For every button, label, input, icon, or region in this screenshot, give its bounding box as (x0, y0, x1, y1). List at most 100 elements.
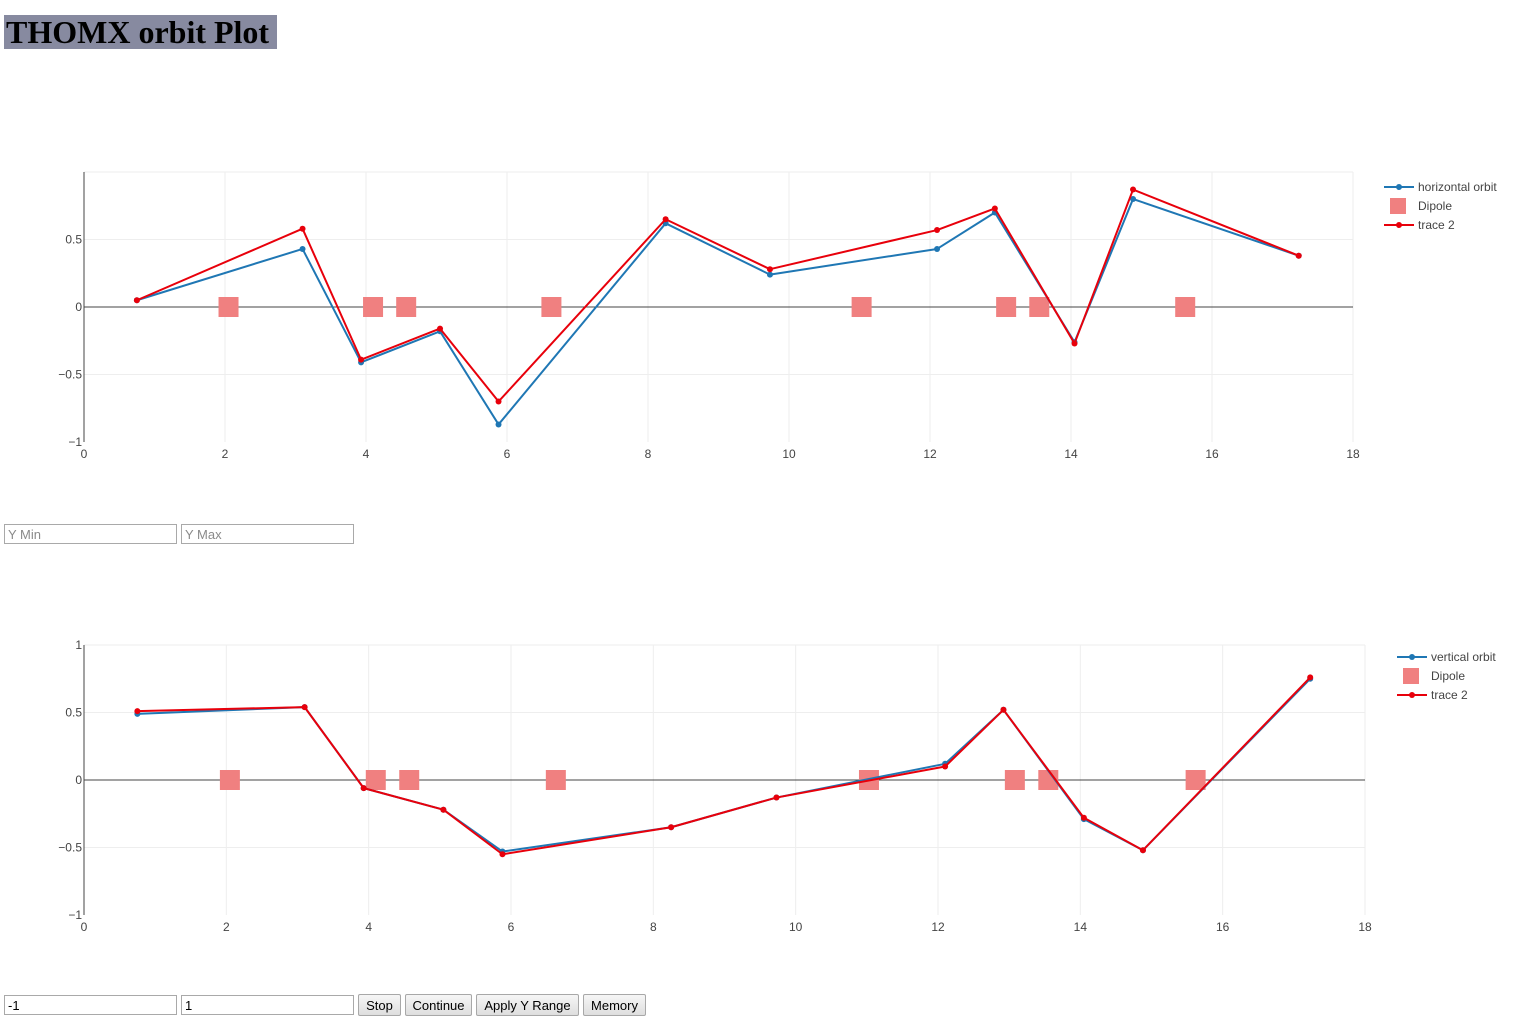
dipole-marker (1185, 770, 1206, 790)
x-tick-label: 10 (789, 920, 803, 934)
orbit-point (299, 245, 306, 252)
trace2-point (773, 794, 780, 801)
legend-item: Dipole (1403, 668, 1465, 684)
y-tick-label: −1 (68, 908, 82, 922)
x-tick-label: 6 (508, 920, 515, 934)
page-title: THOMX orbit Plot (4, 15, 278, 49)
x-tick-label: 0 (81, 447, 88, 461)
x-tick-label: 4 (363, 447, 370, 461)
orbit-line (137, 678, 1311, 853)
y-gridlines (84, 644, 1365, 848)
legend-marker (1396, 222, 1402, 228)
dipole-marker (1029, 297, 1050, 317)
apply-y-range-button[interactable]: Apply Y Range (476, 994, 579, 1016)
dipole-marker (851, 297, 872, 317)
x-tick-label: 8 (650, 920, 657, 934)
x-tick-label: 14 (1074, 920, 1088, 934)
dipole-markers (218, 297, 1196, 317)
dipole-marker (396, 297, 417, 317)
x-tick-label: 18 (1346, 447, 1360, 461)
orbit-point (495, 421, 502, 428)
x-tick-label: 12 (931, 920, 945, 934)
dipole-marker (399, 770, 420, 790)
orbit-points (133, 196, 1302, 428)
dipole-marker (1175, 297, 1196, 317)
legend-label: trace 2 (1431, 688, 1468, 702)
orbit-line (136, 198, 1300, 426)
legend-item: horizontal orbit (1384, 180, 1497, 194)
legend-item: Dipole (1390, 198, 1452, 214)
legend-dipole-swatch (1403, 668, 1419, 684)
y-max-input[interactable] (181, 524, 354, 544)
orbit-point (934, 245, 941, 252)
legend-dipole-swatch (1390, 198, 1406, 214)
y-range-max-field[interactable] (181, 995, 354, 1015)
y-tick-label: 0.5 (65, 706, 82, 720)
y-range-min-field[interactable] (4, 995, 177, 1015)
x-tick-label: 4 (365, 920, 372, 934)
orbit-point (1130, 196, 1137, 202)
trace2-point (934, 227, 941, 234)
trace2-line (137, 676, 1311, 856)
y-tick-label: 0 (75, 300, 82, 314)
y-tick-label: 0.5 (65, 233, 82, 247)
orbit-point (766, 271, 773, 278)
x-tick-label: 16 (1205, 447, 1219, 461)
dipole-marker (363, 297, 384, 317)
x-tick-label: 2 (223, 920, 230, 934)
horizontal-orbit-chart[interactable]: 0 2 4 6 8 10 12 14 16 18 0.5 0 −0.5 −1 horizontal orbi… (0, 160, 1523, 470)
y-tick-label: −1 (68, 435, 82, 449)
dipole-marker (1038, 770, 1059, 790)
dipole-marker (218, 297, 239, 317)
trace2-point (133, 297, 140, 304)
trace2-point (440, 806, 447, 813)
trace2-points (133, 186, 1302, 405)
trace2-point (668, 824, 675, 831)
dipole-marker (365, 770, 386, 790)
orbit-points (134, 675, 1314, 855)
vertical-orbit-chart[interactable]: 0 2 4 6 8 10 12 14 16 18 1 0.5 0 −0.5 −1 vertical orbit… (0, 630, 1523, 940)
x-tick-label: 2 (222, 447, 229, 461)
y-gridlines (84, 171, 1353, 375)
legend-item: trace 2 (1397, 688, 1468, 702)
legend-item: trace 2 (1384, 218, 1455, 232)
trace2-point (1139, 847, 1146, 854)
trace2-point (495, 398, 502, 405)
legend: vertical orbit Dipole trace 2 (1397, 650, 1496, 702)
legend-label: Dipole (1418, 199, 1452, 213)
x-tick-label: 6 (504, 447, 511, 461)
trace2-line (136, 188, 1300, 403)
y-min-input[interactable] (4, 524, 177, 544)
trace2-point (1071, 340, 1078, 347)
trace2-point (766, 266, 773, 273)
dipole-marker (545, 770, 566, 790)
x-tick-label: 18 (1358, 920, 1372, 934)
trace2-point (1307, 674, 1314, 681)
x-tick-label: 12 (923, 447, 937, 461)
y-tick-label: 0 (75, 773, 82, 787)
dipole-marker (219, 770, 240, 790)
continue-button[interactable]: Continue (405, 994, 472, 1016)
trace2-point (358, 356, 365, 363)
trace2-point (662, 216, 669, 223)
legend-label: Dipole (1431, 669, 1465, 683)
stop-button[interactable]: Stop (358, 994, 401, 1016)
trace2-point (942, 763, 949, 770)
memory-button[interactable]: Memory (583, 994, 646, 1016)
dipole-markers (219, 770, 1206, 790)
legend-label: vertical orbit (1431, 650, 1496, 664)
trace2-point (1000, 706, 1007, 713)
trace2-point (134, 708, 141, 715)
trace2-point (499, 851, 506, 858)
legend-marker (1396, 184, 1402, 190)
x-tick-label: 8 (645, 447, 652, 461)
trace2-point (360, 785, 367, 792)
x-tick-label: 14 (1064, 447, 1078, 461)
trace2-point (1295, 252, 1302, 259)
legend-marker (1409, 692, 1415, 698)
legend-item: vertical orbit (1397, 650, 1496, 664)
y-tick-label: 1 (75, 638, 82, 652)
trace2-points (134, 674, 1314, 858)
legend: horizontal orbit Dipole trace 2 (1384, 180, 1497, 232)
dipole-marker (541, 297, 562, 317)
